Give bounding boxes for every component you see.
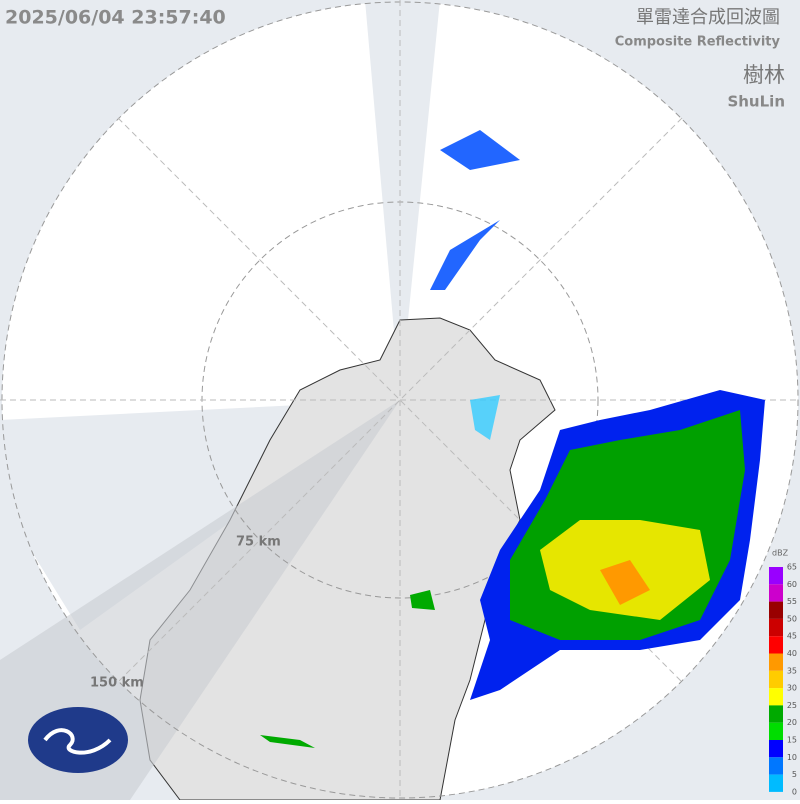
- colorbar-tick-label: 35: [787, 666, 797, 675]
- range-label: 75 km: [236, 535, 281, 550]
- range-label: 150 km: [90, 676, 144, 691]
- colorbar-segment: [769, 688, 783, 706]
- colorbar-tick-label: 30: [787, 684, 797, 693]
- beam-blockage: [365, 0, 440, 400]
- subtitle: Composite Reflectivity: [615, 35, 781, 50]
- logo: [28, 707, 128, 773]
- colorbar-segment: [769, 705, 783, 723]
- colorbar-segment: [769, 601, 783, 619]
- colorbar-tick-label: 25: [787, 701, 797, 710]
- colorbar-tick-label: 65: [787, 563, 797, 572]
- timestamp: 2025/06/04 23:57:40: [5, 7, 226, 29]
- land: [139, 317, 556, 801]
- title: 單雷達合成回波圖: [636, 7, 780, 28]
- colorbar-segment: [769, 670, 783, 689]
- radar-echoes: [260, 130, 765, 748]
- colorbar-segment: [769, 636, 783, 654]
- colorbar-segment: [769, 618, 783, 637]
- colorbar-tick-label: 5: [792, 770, 797, 779]
- colorbar-segment: [769, 740, 783, 758]
- colorbar-tick-label: 10: [787, 753, 797, 762]
- colorbar-tick-label: 45: [787, 632, 797, 641]
- colorbar-segment: [769, 722, 783, 740]
- colorbar-tick-label: 40: [787, 649, 797, 658]
- colorbar-segment: [769, 774, 783, 792]
- colorbar-tick-label: 20: [787, 718, 797, 727]
- colorbar-unit: dBZ: [772, 549, 789, 558]
- colorbar-tick-label: 60: [787, 580, 797, 589]
- colorbar-tick-label: 0: [792, 787, 797, 796]
- colorbar-segment: [769, 567, 783, 585]
- colorbar-segment: [769, 653, 783, 671]
- colorbar-segment: [769, 584, 783, 602]
- colorbar-tick-label: 50: [787, 614, 797, 623]
- station: 樹林: [743, 63, 785, 87]
- colorbar-tick-label: 15: [787, 736, 797, 745]
- colorbar-tick-label: 55: [787, 597, 797, 606]
- colorbar-segment: [769, 757, 783, 775]
- station-en: ShuLin: [727, 93, 785, 111]
